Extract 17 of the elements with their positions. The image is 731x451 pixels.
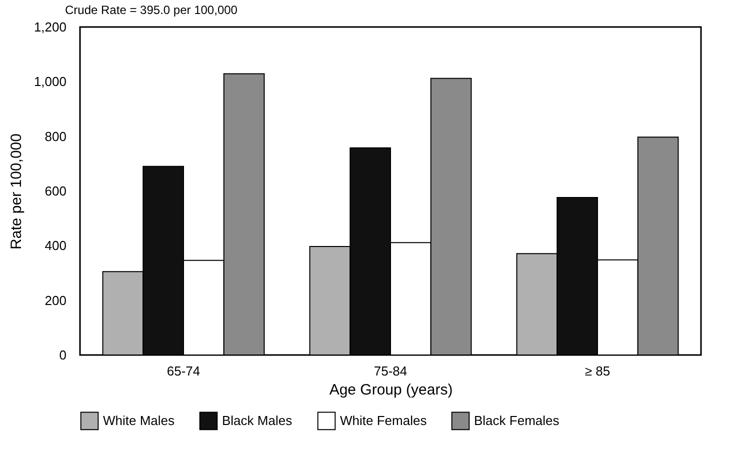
legend-label: Black Females [474, 412, 560, 428]
y-tick-label: 1,200 [34, 20, 66, 34]
y-tick-label: 600 [44, 184, 66, 198]
y-tick-label: 200 [44, 292, 66, 308]
y-axis-title: Rate per 100,000 [8, 134, 25, 250]
legend-label: Black Males [222, 412, 293, 428]
y-tick-label: 400 [44, 238, 66, 254]
x-tick-label: 65-74 [166, 364, 200, 378]
legend-label: White Females [340, 412, 428, 428]
x-tick-label: ≥ 85 [584, 364, 610, 378]
x-tick-label: 75-84 [374, 364, 408, 378]
y-tick-label: 1,000 [34, 74, 66, 90]
y-tick-label: 0 [59, 348, 66, 362]
text: Crude Rate = 395.0 per 100,000 [65, 3, 238, 17]
legend-label: White Males [103, 412, 176, 428]
x-axis-title: Age Group (years) [329, 382, 453, 398]
y-tick-label: 800 [44, 128, 66, 144]
